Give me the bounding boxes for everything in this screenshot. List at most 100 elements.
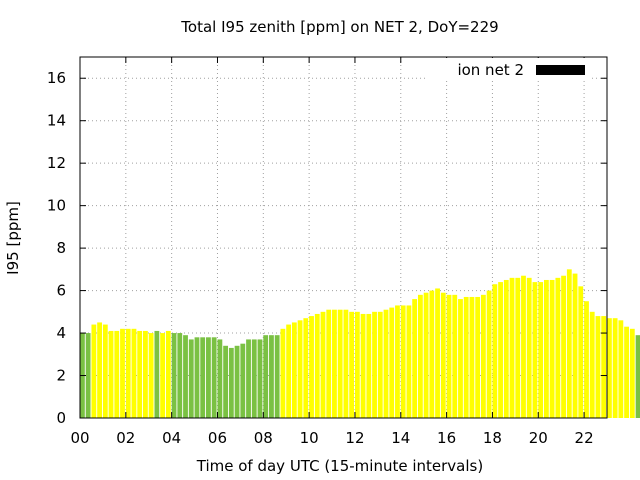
bar xyxy=(343,309,349,418)
bar xyxy=(280,328,286,418)
bar xyxy=(589,311,595,418)
bar xyxy=(543,279,549,418)
bar xyxy=(624,326,629,418)
x-tick-label: 12 xyxy=(345,429,364,447)
bar xyxy=(240,343,246,418)
bar xyxy=(509,277,515,418)
bar xyxy=(360,313,366,418)
bar xyxy=(269,335,274,418)
y-tick-label: 6 xyxy=(56,282,66,300)
bar xyxy=(463,296,469,418)
x-tick-label: 14 xyxy=(391,429,410,447)
y-tick-label: 14 xyxy=(47,112,66,130)
y-tick-label: 4 xyxy=(56,324,66,342)
x-tick-label: 02 xyxy=(116,429,135,447)
bar xyxy=(91,324,97,418)
bar xyxy=(177,333,183,418)
bar xyxy=(326,309,332,418)
bar xyxy=(601,316,607,418)
bar xyxy=(578,286,584,418)
bar xyxy=(475,296,481,418)
x-axis-label: Time of day UTC (15-minute intervals) xyxy=(196,457,483,475)
legend-swatch xyxy=(536,65,585,75)
bar xyxy=(349,311,355,418)
bar xyxy=(337,309,343,418)
bar xyxy=(400,305,406,418)
bar xyxy=(125,328,131,418)
bar xyxy=(446,294,452,418)
y-tick-label: 10 xyxy=(47,197,66,215)
bar xyxy=(423,292,429,418)
chart-title: Total I95 zenith [ppm] on NET 2, DoY=229 xyxy=(180,18,498,36)
bar xyxy=(406,305,412,418)
bar xyxy=(595,316,601,418)
y-ticks: 0 2 4 6 8 10 12 14 16 xyxy=(47,69,607,427)
bar xyxy=(372,311,377,418)
bar xyxy=(165,330,171,418)
bar xyxy=(515,277,521,418)
bar xyxy=(143,330,148,418)
bar xyxy=(607,318,612,418)
bar xyxy=(366,313,372,418)
x-tick-label: 00 xyxy=(70,429,89,447)
plot-border xyxy=(79,56,608,419)
bar xyxy=(498,282,503,418)
bar xyxy=(234,345,240,418)
bar xyxy=(526,277,532,418)
bar xyxy=(97,322,102,418)
x-tick-label: 20 xyxy=(529,429,548,447)
bar xyxy=(521,275,526,418)
bar xyxy=(217,339,223,418)
bar xyxy=(148,333,154,418)
y-tick-label: 8 xyxy=(56,239,66,257)
legend-label: ion net 2 xyxy=(457,61,524,79)
x-tick-label: 16 xyxy=(437,429,456,447)
bar xyxy=(618,320,624,418)
bar xyxy=(429,290,435,418)
bar xyxy=(154,330,160,418)
bar xyxy=(395,305,400,418)
bar xyxy=(303,318,309,418)
bar xyxy=(188,339,194,418)
bar xyxy=(629,328,635,418)
bar xyxy=(492,284,498,418)
bar xyxy=(555,277,561,418)
bar xyxy=(584,301,589,418)
bar xyxy=(486,290,492,418)
bar xyxy=(435,288,440,418)
legend: ion net 2 xyxy=(428,58,589,80)
bar xyxy=(417,294,423,418)
bar xyxy=(458,299,463,418)
bar xyxy=(538,282,544,418)
y-axis-label: I95 [ppm] xyxy=(4,201,22,275)
bar xyxy=(452,294,458,418)
x-tick-label: 18 xyxy=(483,429,502,447)
bar xyxy=(503,279,509,418)
bar xyxy=(200,337,206,418)
bar xyxy=(412,299,418,418)
bar xyxy=(114,330,120,418)
bar xyxy=(354,311,360,418)
bar xyxy=(251,339,257,418)
bar xyxy=(440,292,446,418)
y-tick-label: 16 xyxy=(47,69,66,87)
bar xyxy=(469,296,475,418)
bar xyxy=(566,269,572,418)
bar xyxy=(314,313,320,418)
bars xyxy=(80,269,640,418)
bar xyxy=(383,309,389,418)
bar xyxy=(377,311,383,418)
bar xyxy=(194,337,200,418)
bar xyxy=(480,294,486,418)
bar xyxy=(137,330,143,418)
y-tick-label: 2 xyxy=(56,367,66,385)
bar xyxy=(246,339,251,418)
bar xyxy=(561,275,566,418)
bar xyxy=(206,337,211,418)
bar xyxy=(102,324,108,418)
bar xyxy=(160,333,166,418)
x-tick-label: 22 xyxy=(575,429,594,447)
bar xyxy=(635,335,640,418)
x-ticks: 00 02 04 06 08 10 12 14 16 18 20 22 xyxy=(70,57,594,447)
